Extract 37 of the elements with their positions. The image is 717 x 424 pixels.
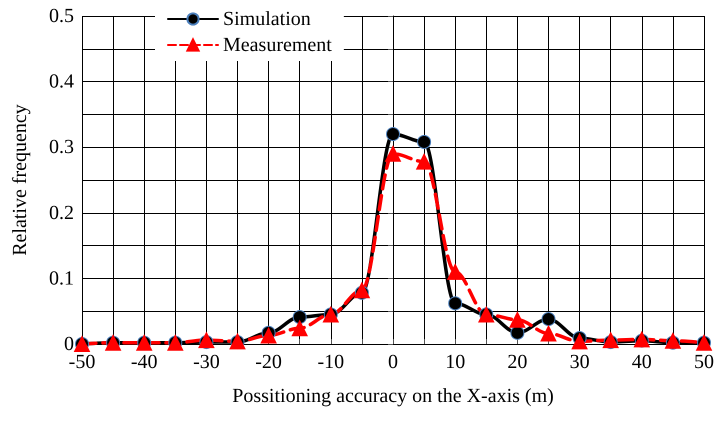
y-tick-label: 0.3 [49, 136, 74, 158]
legend-label: Measurement [223, 34, 332, 56]
point [386, 127, 400, 142]
x-tick-label: -40 [130, 351, 158, 373]
y-axis-title: Relative frequency [9, 104, 31, 256]
y-tick-label: 0.4 [49, 70, 74, 93]
point [509, 312, 526, 328]
y-tick-label: 0.5 [49, 5, 74, 27]
point [510, 326, 524, 340]
x-tick-label: 0 [388, 351, 398, 373]
point [292, 320, 308, 336]
x-axis-title: Possitioning accuracy on the X-axis (m) [232, 385, 554, 407]
point [447, 264, 464, 280]
point [448, 296, 462, 310]
x-tick-label: -30 [193, 351, 220, 373]
point [292, 310, 307, 324]
legend-label: Simulation [223, 8, 311, 30]
point [354, 282, 370, 298]
x-tick-label: 40 [632, 351, 652, 373]
y-tick-label: 0.1 [49, 267, 74, 290]
point [664, 332, 681, 349]
x-tick-label: -20 [255, 351, 282, 373]
point [198, 332, 214, 348]
y-tick-label: 0.2 [49, 202, 74, 224]
point [540, 326, 556, 342]
x-tick-label: 10 [445, 351, 466, 373]
point [542, 312, 556, 326]
point [385, 146, 401, 162]
x-tick-label: -10 [317, 351, 344, 373]
x-tick-label: 50 [694, 351, 714, 373]
x-tick-label: 30 [570, 351, 590, 373]
point [572, 333, 588, 350]
point [602, 332, 619, 348]
point [416, 154, 432, 170]
point [417, 134, 432, 149]
point [260, 327, 277, 344]
x-tick-label: 20 [507, 351, 528, 373]
